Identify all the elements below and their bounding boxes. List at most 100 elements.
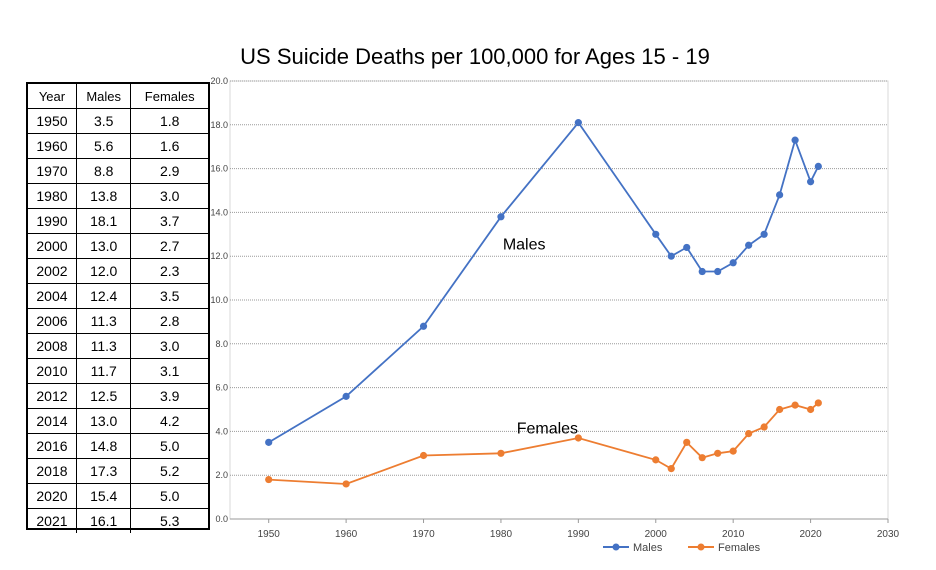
table-cell: 2018 [28,458,77,484]
table-row: 2014 13.0 4.2 [28,408,208,434]
table-row: 2020 15.4 5.0 [28,483,208,509]
legend-entry: Males [633,542,663,554]
table-cell: 3.5 [75,108,132,134]
table-cell: 2010 [28,358,77,384]
data-point-males [265,438,273,446]
data-point-females [729,447,737,455]
data-point-females [683,438,691,446]
x-tick-label: 2020 [799,529,822,540]
table-row: 1980 13.8 3.0 [28,183,208,209]
table-row: 1950 3.5 1.8 [28,108,208,134]
table-cell: 11.3 [75,333,132,359]
table-cell: 2.7 [130,233,208,259]
data-point-males [806,178,815,186]
y-tick-label: 4.0 [215,426,228,436]
legend-marker [612,543,620,551]
table-cell: 2.8 [130,308,208,334]
data-point-females [814,399,822,407]
data-point-females [574,434,582,442]
table-cell: 2021 [28,508,77,533]
table-cell: 2020 [28,483,77,509]
table-row: 2008 11.3 3.0 [28,333,208,359]
table-cell: 1.8 [130,108,208,134]
data-table: Year Males Females 1950 3.5 1.8 1960 5.6 1.6 1970… [28,84,208,533]
y-tick-label: 6.0 [215,383,228,393]
data-point-females [806,405,815,414]
data-point-males [776,191,784,199]
x-tick-label: 1970 [412,529,435,540]
table-cell: 2004 [28,283,77,309]
x-tick-label: 1980 [490,529,513,540]
data-point-males [419,322,428,330]
table-cell: 2.9 [130,158,208,184]
table-cell: 1980 [28,183,77,209]
data-point-females [745,429,753,438]
table-row: 2021 16.1 5.3 [28,508,208,533]
table-cell: 2006 [28,308,77,334]
table-cell: 2014 [28,408,77,434]
table-row: 1960 5.6 1.6 [28,133,208,159]
table-cell: 1950 [28,108,77,134]
table-row: 2000 13.0 2.7 [28,233,208,259]
data-point-females [652,456,660,464]
data-point-males [814,162,822,171]
legend-marker [697,543,705,551]
table-row: 2012 12.5 3.9 [28,383,208,409]
table-cell: 2000 [28,233,77,259]
table-header-cell: Females [130,84,208,109]
series-annotation: Females [517,421,578,438]
table-header-cell: Year [28,84,77,109]
data-table-container: Year Males Females 1950 3.5 1.8 1960 5.6 1.6 1970… [26,82,210,533]
table-cell: 3.7 [130,208,208,234]
data-point-females [698,454,706,462]
x-tick-label: 2010 [722,529,745,540]
table-cell: 1.6 [130,133,208,159]
chart-title: US Suicide Deaths per 100,000 for Ages 1… [240,44,710,69]
data-point-males [683,243,691,252]
data-point-males [791,136,799,144]
data-point-males [760,230,768,238]
table-row: 2018 17.3 5.2 [28,458,208,484]
table-cell: 1970 [28,158,77,184]
data-point-males [729,259,737,267]
y-tick-label: 10.0 [210,295,228,305]
data-point-females [342,480,350,488]
x-tick-label: 1950 [258,529,281,540]
table-row: 1970 8.8 2.9 [28,158,208,184]
y-tick-label: 18.0 [210,120,228,130]
table-cell: 2008 [28,333,77,359]
y-tick-label: 2.0 [215,470,228,480]
table-cell: 5.6 [75,133,132,159]
table-row: 2004 12.4 3.5 [28,283,208,309]
y-tick-label: 0.0 [215,514,228,524]
table-row: 2002 12.0 2.3 [28,258,208,284]
table-cell: 12.4 [75,283,132,309]
table-header-row: Year Males Females [28,84,208,109]
legend-entry: Females [718,542,761,554]
data-point-females [776,405,784,414]
table-cell: 3.9 [130,383,208,409]
x-tick-label: 1990 [567,529,590,540]
table-cell: 18.1 [75,208,132,234]
data-point-males [574,119,582,127]
table-cell: 13.0 [75,233,132,259]
table-cell: 13.8 [75,183,132,209]
data-point-males [497,213,505,221]
data-point-males [652,230,660,238]
table-cell: 2012 [28,383,77,409]
table-cell: 16.1 [75,508,132,533]
table-cell: 8.8 [75,158,132,184]
data-point-females [714,449,722,457]
table-cell: 3.5 [130,283,208,309]
series-annotation: Males [503,237,546,254]
data-point-females [791,401,799,409]
table-cell: 4.2 [130,408,208,434]
table-cell: 11.7 [75,358,132,384]
table-cell: 13.0 [75,408,132,434]
table-cell: 3.1 [130,358,208,384]
x-tick-label: 2030 [877,529,900,540]
table-cell: 1960 [28,133,77,159]
data-point-females [667,465,675,473]
table-cell: 17.3 [75,458,132,484]
